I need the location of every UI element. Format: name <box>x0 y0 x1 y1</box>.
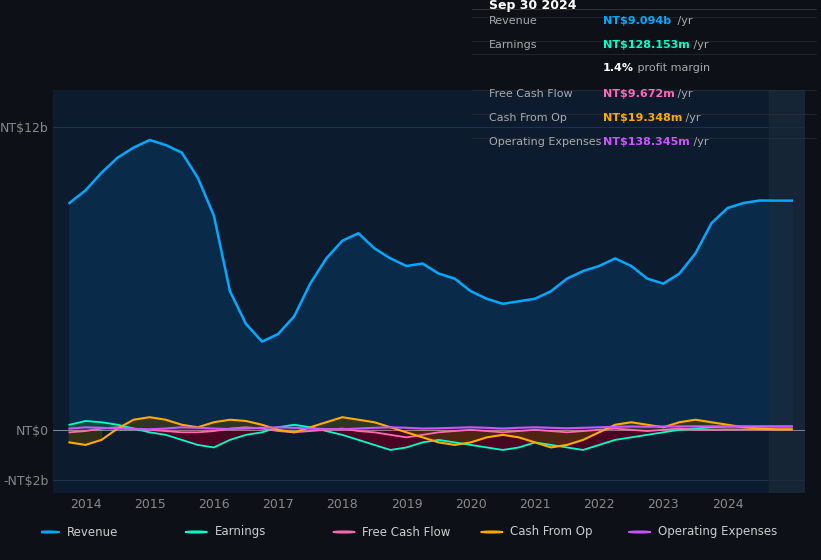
Text: Free Cash Flow: Free Cash Flow <box>489 88 573 99</box>
Text: /yr: /yr <box>675 16 693 26</box>
Text: profit margin: profit margin <box>634 63 710 73</box>
Circle shape <box>333 531 355 533</box>
Text: NT$138.345m: NT$138.345m <box>603 138 690 147</box>
Text: /yr: /yr <box>690 40 709 50</box>
Text: Sep 30 2024: Sep 30 2024 <box>489 0 577 12</box>
Text: Cash From Op: Cash From Op <box>489 113 567 123</box>
Circle shape <box>38 531 60 533</box>
Text: /yr: /yr <box>675 88 693 99</box>
Text: Earnings: Earnings <box>215 525 266 539</box>
Circle shape <box>186 531 208 533</box>
Text: NT$19.348m: NT$19.348m <box>603 113 682 123</box>
Text: Cash From Op: Cash From Op <box>511 525 593 539</box>
Bar <box>769 90 805 493</box>
Text: 1.4%: 1.4% <box>603 63 634 73</box>
Text: Operating Expenses: Operating Expenses <box>489 138 602 147</box>
Text: NT$9.094b: NT$9.094b <box>603 16 672 26</box>
Text: Free Cash Flow: Free Cash Flow <box>363 525 451 539</box>
Text: /yr: /yr <box>690 138 709 147</box>
Text: Revenue: Revenue <box>67 525 118 539</box>
Text: Earnings: Earnings <box>489 40 538 50</box>
Text: NT$128.153m: NT$128.153m <box>603 40 690 50</box>
Text: Operating Expenses: Operating Expenses <box>658 525 777 539</box>
Circle shape <box>481 531 503 533</box>
Circle shape <box>629 531 651 533</box>
Text: /yr: /yr <box>682 113 701 123</box>
Text: NT$9.672m: NT$9.672m <box>603 88 675 99</box>
Text: Revenue: Revenue <box>489 16 538 26</box>
